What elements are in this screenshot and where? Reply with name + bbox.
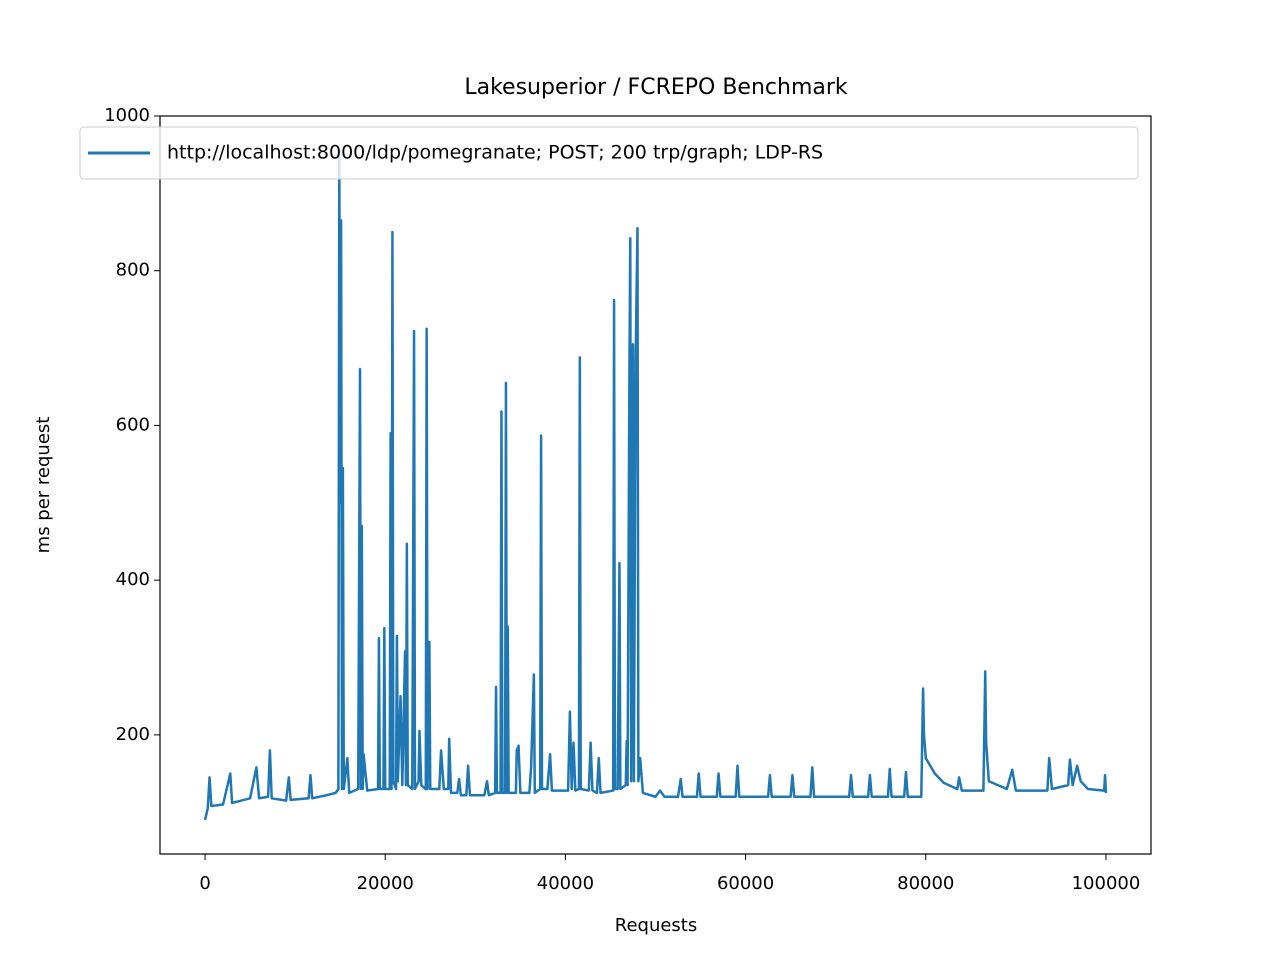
x-tick-label: 20000 — [357, 873, 414, 894]
x-tick-label: 0 — [199, 873, 210, 894]
plot-frame — [159, 115, 1152, 855]
y-axis-label: ms per request — [33, 417, 54, 554]
x-tick-label: 80000 — [897, 873, 954, 894]
x-tick-label: 40000 — [537, 873, 594, 894]
y-tick-label: 1000 — [104, 105, 150, 126]
legend-box — [79, 126, 1139, 180]
y-tick-label: 200 — [116, 724, 150, 745]
series-line — [203, 149, 1108, 821]
x-tick-label: 100000 — [1072, 873, 1141, 894]
legend-label: http://localhost:8000/ldp/pomegranate; P… — [167, 142, 823, 164]
y-tick-label: 400 — [116, 569, 150, 590]
x-axis-label: Requests — [615, 915, 698, 936]
y-tick-label: 600 — [116, 414, 150, 435]
y-tick-label: 800 — [116, 260, 150, 281]
chart-title: Lakesuperior / FCREPO Benchmark — [464, 75, 848, 100]
x-tick-label: 60000 — [717, 873, 774, 894]
